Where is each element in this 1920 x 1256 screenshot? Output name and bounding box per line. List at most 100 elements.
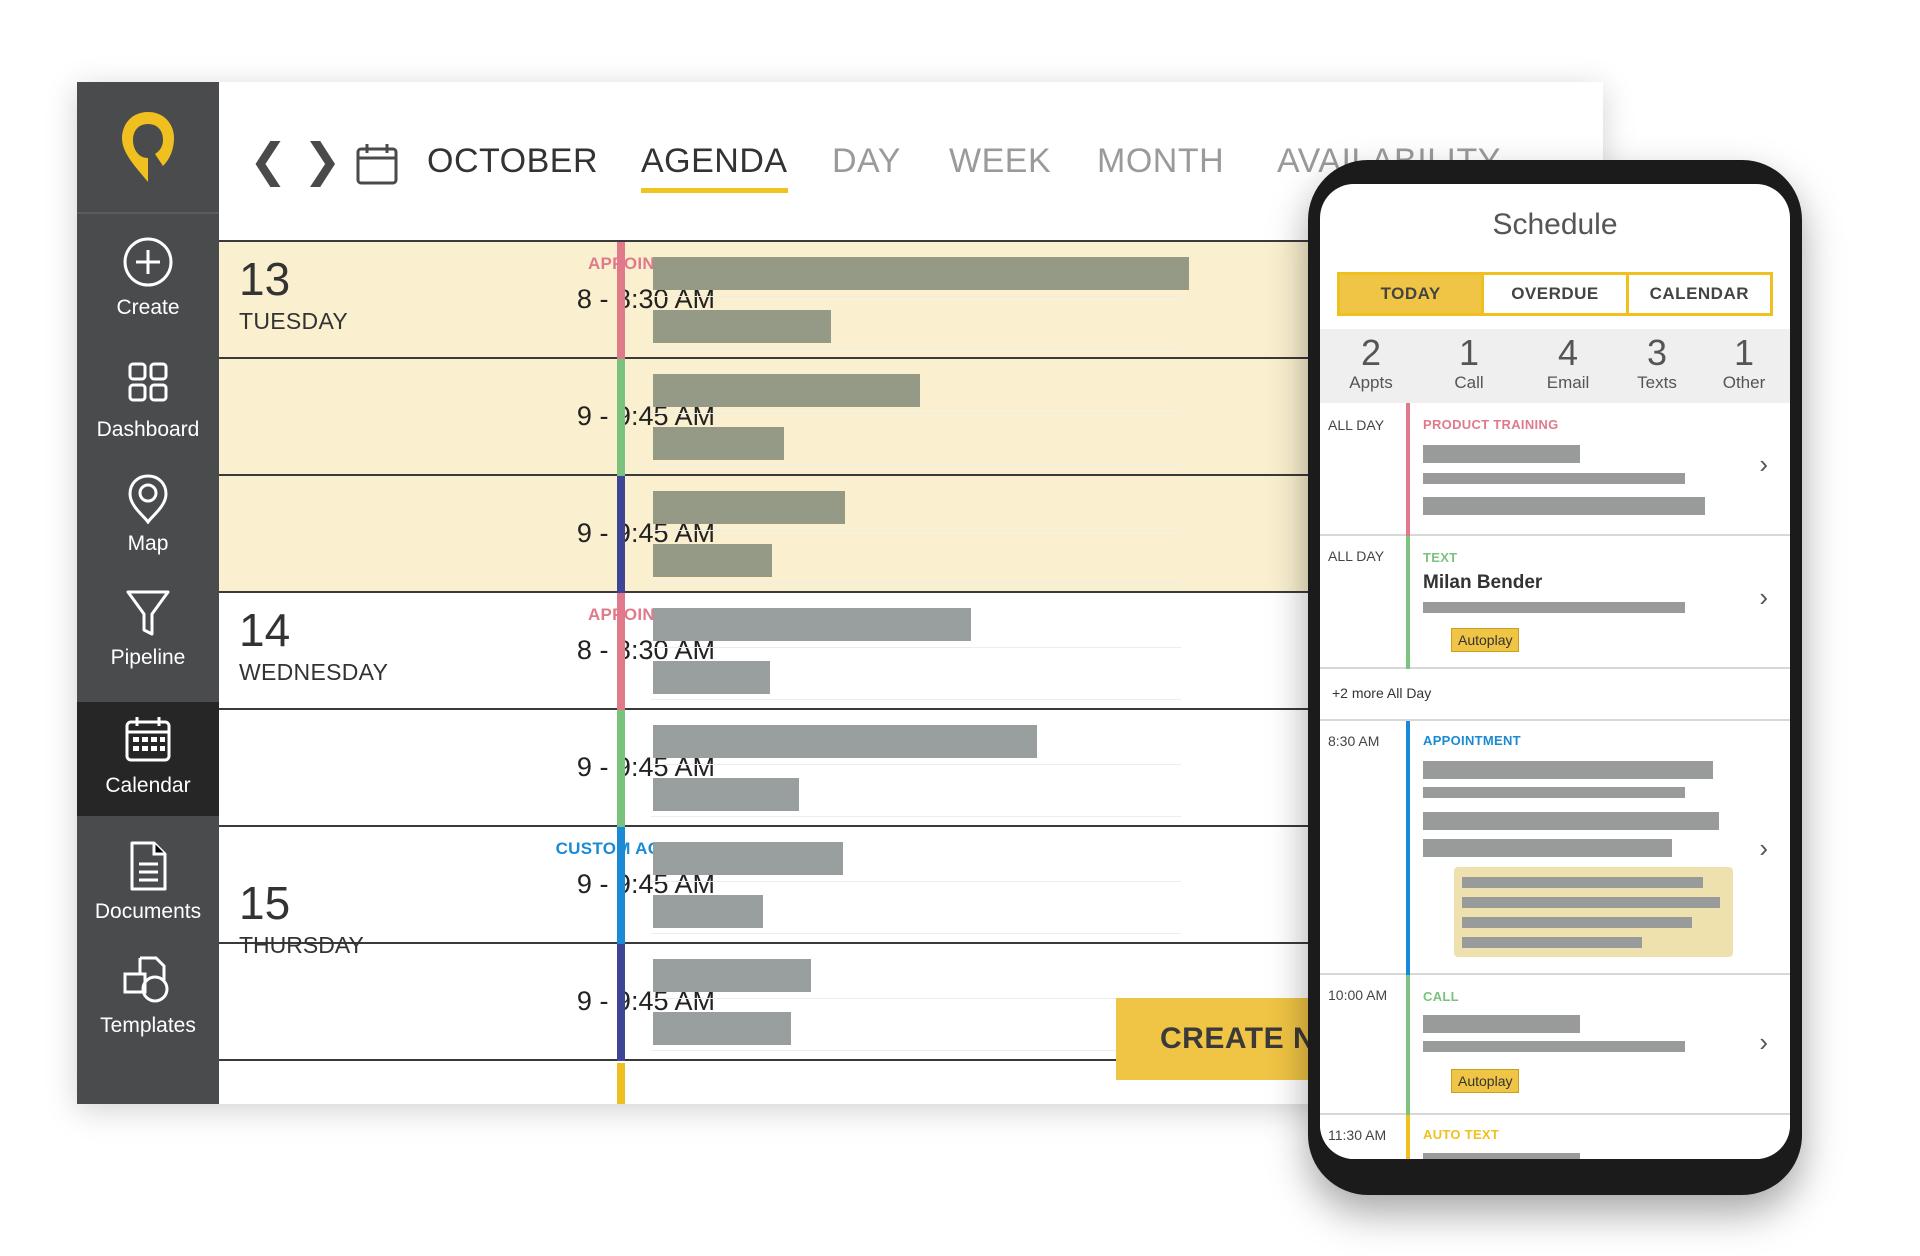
placeholder-bar bbox=[1423, 787, 1685, 798]
agenda-row[interactable]: 14 WEDNESDAY APPOINTMENT 8 - 8:30 AM bbox=[219, 593, 1603, 710]
placeholder-bar bbox=[1462, 917, 1692, 928]
placeholder-bar bbox=[653, 1012, 791, 1045]
item-type: APPOINTMENT bbox=[1423, 733, 1521, 748]
divider bbox=[651, 764, 1181, 765]
tab-week[interactable]: WEEK bbox=[949, 142, 1052, 180]
placeholder-bar bbox=[653, 725, 1037, 758]
divider bbox=[651, 530, 1181, 531]
placeholder-bar bbox=[653, 842, 843, 875]
sidebar-item-label: Calendar bbox=[105, 774, 191, 797]
divider bbox=[651, 413, 1181, 414]
agenda-row[interactable]: TEXT 9 - 9:45 AM bbox=[219, 944, 1603, 1061]
sidebar-item-label: Pipeline bbox=[110, 646, 186, 669]
placeholder-bar bbox=[1423, 839, 1672, 857]
placeholder-bar bbox=[653, 374, 920, 407]
agenda-row[interactable]: CALL 9 - 9:45 AM bbox=[219, 710, 1603, 827]
placeholder-bar bbox=[653, 544, 772, 577]
schedule-item[interactable]: 11:30 AM AUTO TEXT bbox=[1320, 1115, 1790, 1159]
sidebar-item-label: Dashboard bbox=[96, 418, 200, 441]
sidebar-item-map[interactable]: Map bbox=[77, 458, 219, 572]
location-pin-logo-icon bbox=[122, 112, 174, 182]
day-name: THURSDAY bbox=[239, 932, 364, 958]
phone-device: Schedule TODAY OVERDUE CALENDAR 2 Appts 1… bbox=[1308, 160, 1802, 1195]
app-logo[interactable] bbox=[77, 82, 219, 214]
placeholder-bar bbox=[653, 959, 811, 992]
placeholder-bar bbox=[1423, 445, 1580, 463]
autoplay-badge: Autoplay bbox=[1451, 628, 1520, 652]
sidebar: Create Dashboard Map Pipeline Calendar D… bbox=[77, 82, 219, 1104]
schedule-item[interactable]: 10:00 AM CALL Autoplay › bbox=[1320, 975, 1790, 1115]
placeholder-bar bbox=[1423, 812, 1719, 830]
chevron-right-icon[interactable]: › bbox=[1759, 582, 1768, 612]
tab-overdue[interactable]: OVERDUE bbox=[1481, 275, 1625, 313]
placeholder-bar bbox=[653, 778, 799, 811]
placeholder-bar bbox=[1423, 1041, 1685, 1052]
count-texts[interactable]: 3 Texts bbox=[1637, 332, 1677, 393]
event-color-stripe bbox=[617, 476, 625, 593]
calendar-icon[interactable] bbox=[355, 142, 399, 186]
event-color-stripe bbox=[617, 944, 625, 1061]
sidebar-item-label: Documents bbox=[94, 900, 202, 923]
placeholder-bar bbox=[653, 257, 1189, 290]
event-color-stripe bbox=[1406, 1115, 1410, 1159]
sidebar-item-pipeline[interactable]: Pipeline bbox=[77, 572, 219, 686]
divider bbox=[651, 348, 1181, 349]
event-color-stripe bbox=[617, 593, 625, 710]
event-color-stripe bbox=[617, 242, 625, 359]
divider bbox=[651, 881, 1181, 882]
day-number: 14 bbox=[239, 604, 291, 656]
next-button[interactable]: ❯ bbox=[303, 134, 342, 186]
divider bbox=[651, 582, 1181, 583]
prev-button[interactable]: ❮ bbox=[249, 134, 288, 186]
schedule-item[interactable]: 8:30 AM APPOINTMENT › bbox=[1320, 721, 1790, 975]
tab-today[interactable]: TODAY bbox=[1340, 275, 1482, 313]
sidebar-item-templates[interactable]: Templates bbox=[77, 940, 219, 1054]
sidebar-item-dashboard[interactable]: Dashboard bbox=[77, 344, 219, 458]
day-number: 13 bbox=[239, 253, 291, 305]
event-color-stripe bbox=[1406, 721, 1410, 975]
note-preview bbox=[1454, 867, 1733, 957]
item-type: AUTO TEXT bbox=[1423, 1127, 1500, 1142]
placeholder-bar bbox=[653, 608, 971, 641]
chevron-right-icon[interactable]: › bbox=[1759, 449, 1768, 479]
event-color-stripe bbox=[617, 359, 625, 476]
item-time: 10:00 AM bbox=[1328, 987, 1388, 1003]
chevron-right-icon[interactable]: › bbox=[1759, 833, 1768, 863]
tab-month[interactable]: MONTH bbox=[1097, 142, 1225, 180]
tab-calendar[interactable]: CALENDAR bbox=[1625, 275, 1770, 313]
count-appts[interactable]: 2 Appts bbox=[1349, 332, 1393, 393]
agenda-row[interactable]: CUSTOM ACTIVITY 9 - 9:45 AM bbox=[219, 827, 1603, 944]
tab-day[interactable]: DAY bbox=[832, 142, 901, 180]
sidebar-item-documents[interactable]: Documents bbox=[77, 826, 219, 940]
item-time: 8:30 AM bbox=[1328, 733, 1380, 749]
schedule-item[interactable]: ALL DAY PRODUCT TRAINING › bbox=[1320, 403, 1790, 536]
divider bbox=[651, 1050, 1181, 1051]
autoplay-badge: Autoplay bbox=[1451, 1069, 1520, 1093]
chevron-right-icon[interactable]: › bbox=[1759, 1027, 1768, 1057]
schedule-item[interactable]: ALL DAY TEXT Milan Bender Autoplay › bbox=[1320, 536, 1790, 669]
count-email[interactable]: 4 Email bbox=[1546, 332, 1590, 393]
schedule-tabs: TODAY OVERDUE CALENDAR bbox=[1337, 272, 1773, 316]
item-time: ALL DAY bbox=[1328, 417, 1385, 433]
placeholder-bar bbox=[1423, 473, 1685, 484]
contact-name: Milan Bender bbox=[1423, 572, 1543, 593]
count-other[interactable]: 1 Other bbox=[1722, 332, 1766, 393]
placeholder-bar bbox=[1462, 937, 1642, 948]
sidebar-item-create[interactable]: Create bbox=[77, 222, 219, 336]
event-color-stripe bbox=[1406, 536, 1410, 669]
tab-agenda[interactable]: AGENDA bbox=[641, 142, 788, 193]
item-time: 11:30 AM bbox=[1328, 1127, 1387, 1143]
more-all-day-link[interactable]: +2 more All Day bbox=[1320, 669, 1790, 721]
day-name: TUESDAY bbox=[239, 308, 349, 334]
divider bbox=[651, 816, 1181, 817]
divider bbox=[651, 465, 1181, 466]
count-call[interactable]: 1 Call bbox=[1454, 332, 1484, 393]
sidebar-item-label: Create bbox=[116, 296, 180, 319]
sidebar-item-label: Map bbox=[127, 532, 169, 555]
templates-icon bbox=[123, 956, 169, 1003]
item-time: ALL DAY bbox=[1328, 548, 1385, 564]
sidebar-item-calendar[interactable]: Calendar bbox=[77, 702, 219, 816]
placeholder-bar bbox=[653, 491, 845, 524]
funnel-icon bbox=[126, 590, 170, 636]
